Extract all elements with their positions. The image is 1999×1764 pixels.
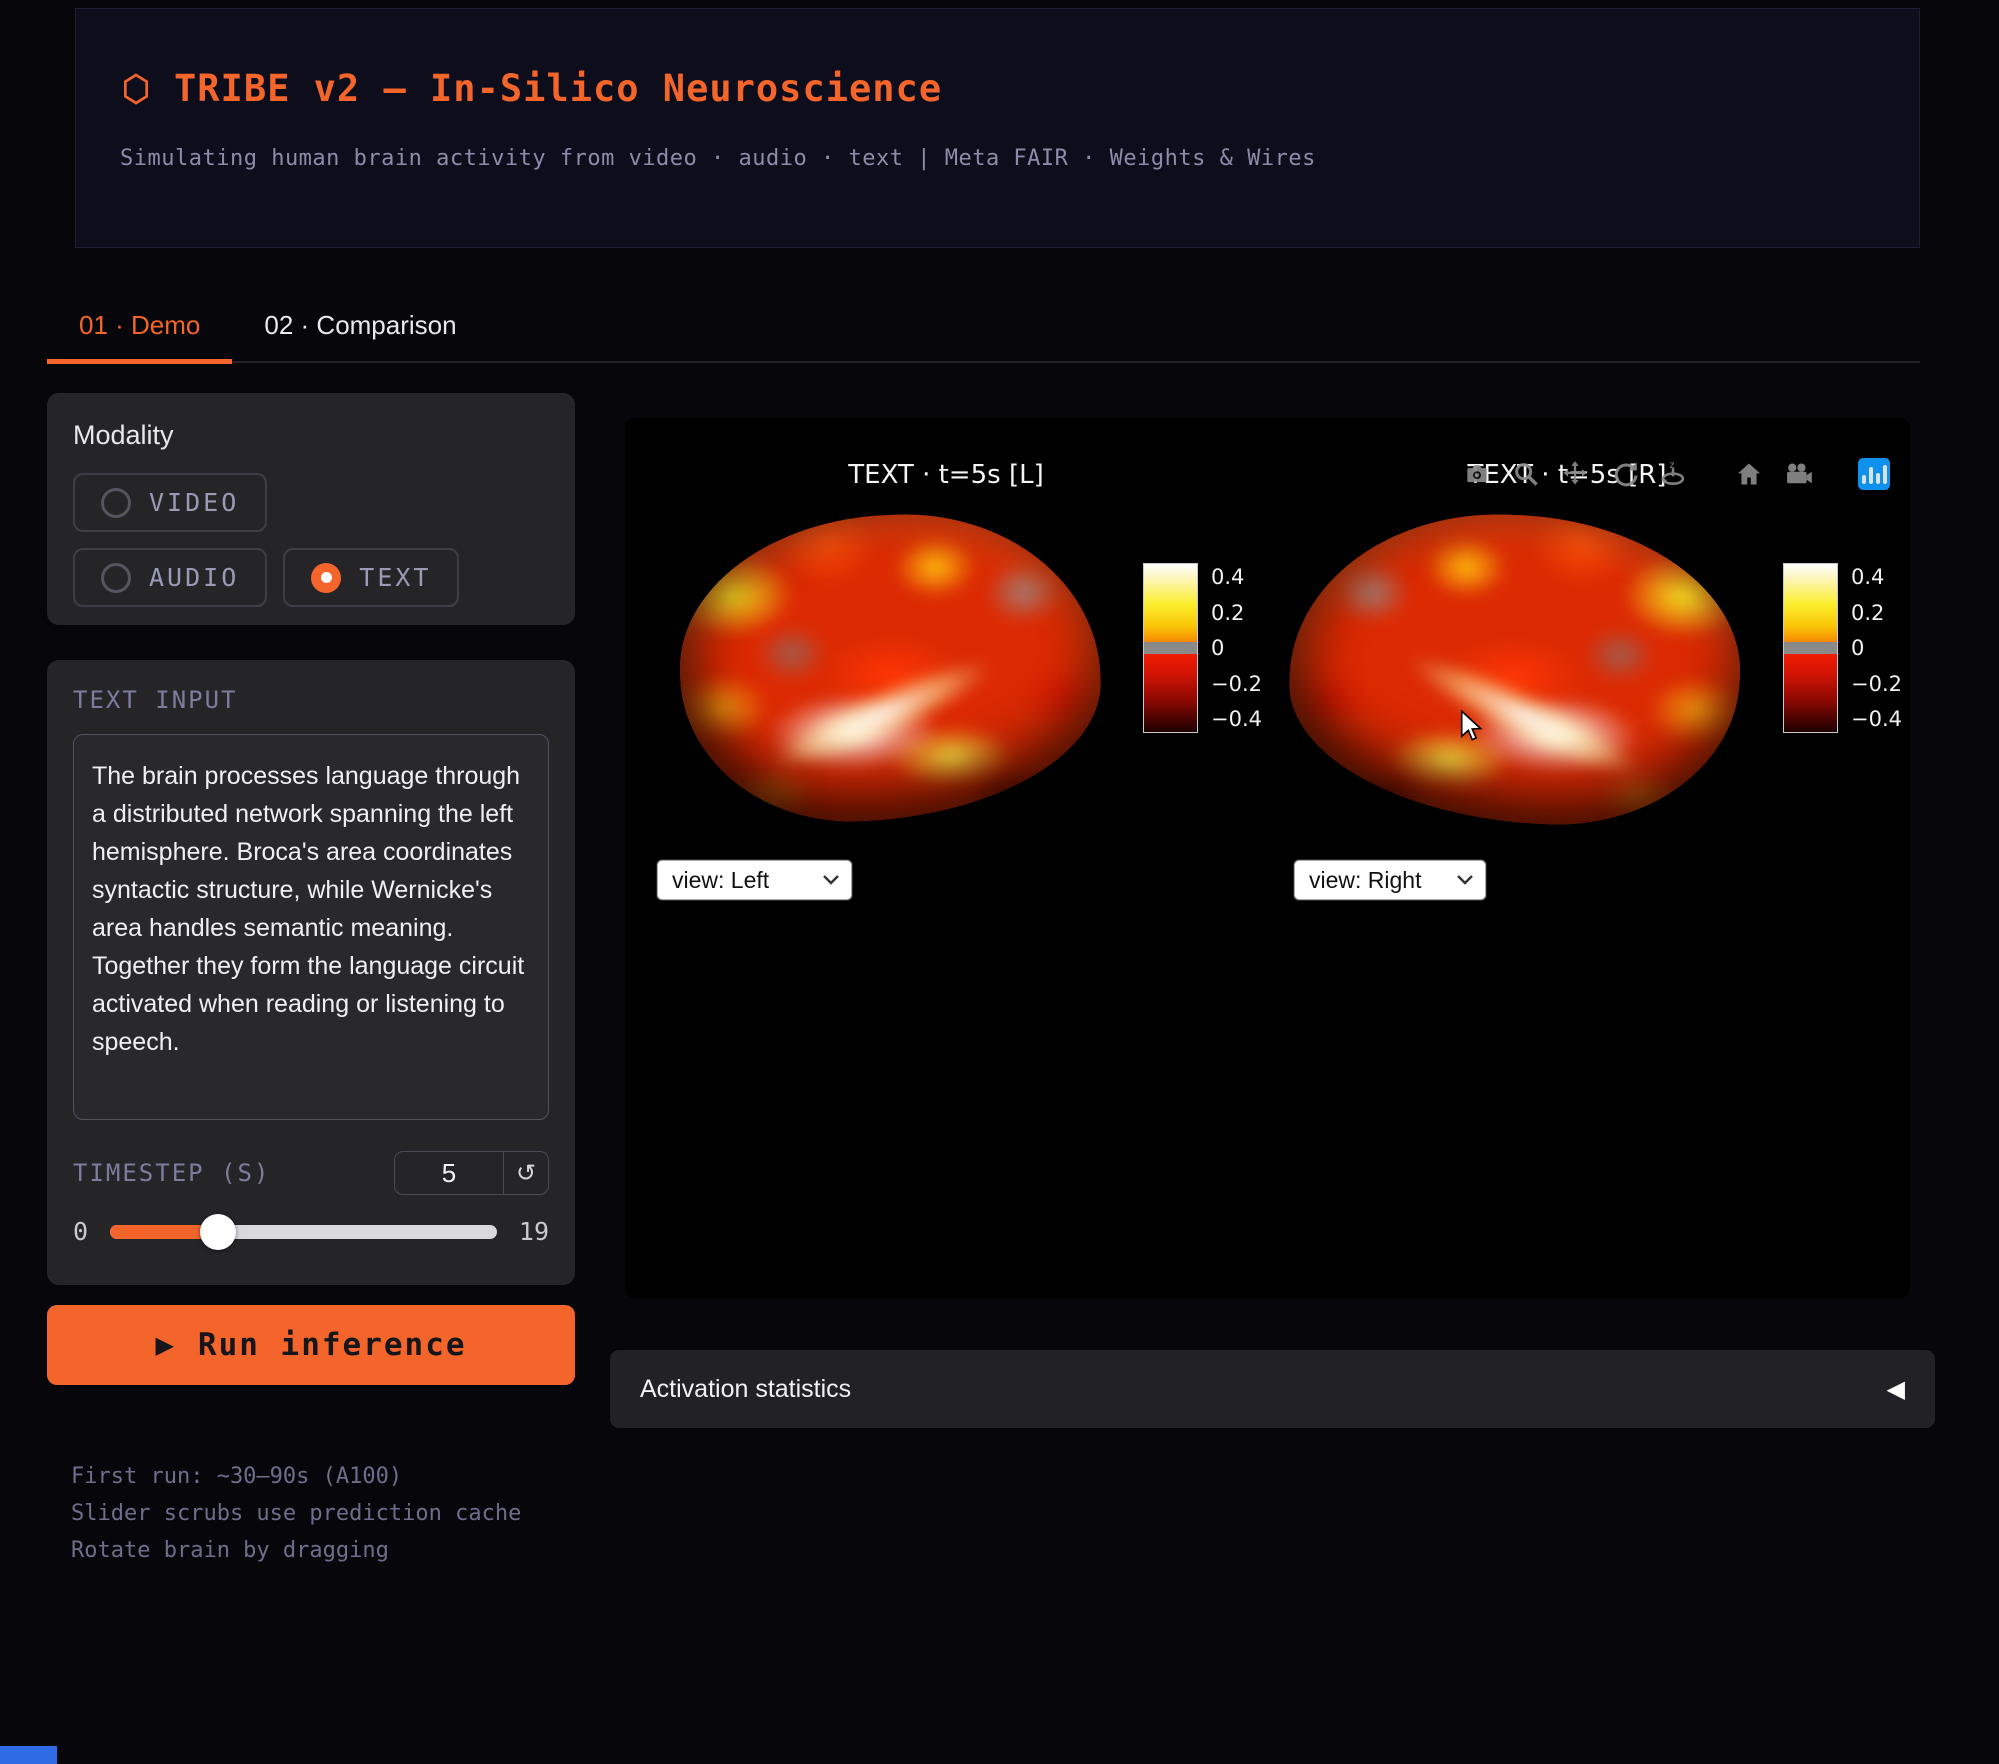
app-header: TRIBE v2 — In-Silico Neuroscience Simula…: [75, 8, 1920, 248]
tab-comparison[interactable]: 02 · Comparison: [264, 310, 457, 340]
modality-panel: Modality VIDEO AUDIO TEXT: [47, 393, 575, 625]
text-input-label: TEXT INPUT: [73, 686, 238, 714]
left-hemisphere-brain[interactable]: [675, 508, 1105, 827]
plotly-logo-icon[interactable]: [1858, 458, 1890, 490]
collapse-left-triangle-icon: ◀: [1886, 1375, 1905, 1403]
text-input-textarea[interactable]: The brain processes language through a d…: [73, 734, 549, 1120]
timestep-slider[interactable]: [110, 1213, 497, 1250]
chevron-down-icon: [1457, 875, 1473, 885]
modality-option-video[interactable]: VIDEO: [73, 473, 268, 532]
slider-fill: [110, 1224, 219, 1239]
text-option-label: TEXT: [359, 563, 432, 592]
accordion-label: Activation statistics: [640, 1374, 852, 1403]
mouse-cursor: [1460, 710, 1483, 741]
footnotes: First run: ~30–90s (A100) Slider scrubs …: [71, 1458, 521, 1569]
text-radio-selected-icon: [311, 562, 342, 593]
orbit-rotation-icon[interactable]: [1608, 458, 1640, 490]
tick-label: −0.4: [1851, 707, 1902, 731]
brain-shading: [675, 508, 1105, 827]
right-colorbar: [1783, 563, 1838, 733]
page-title: TRIBE v2 — In-Silico Neuroscience: [174, 67, 943, 110]
chevron-down-icon: [823, 875, 839, 885]
hexagon-logo-icon: [124, 72, 148, 105]
tick-label: 0.4: [1851, 565, 1885, 589]
pan-icon[interactable]: [1559, 458, 1591, 490]
modality-option-audio[interactable]: AUDIO: [73, 548, 268, 607]
timestep-label: TIMESTEP (S): [73, 1159, 271, 1187]
timestep-reset-button[interactable]: ↺: [503, 1152, 548, 1194]
bottom-left-blue-strip: [0, 1746, 57, 1764]
run-inference-label: Run inference: [197, 1327, 467, 1363]
play-icon: ▶: [155, 1331, 174, 1359]
timestep-input[interactable]: [395, 1152, 503, 1194]
zero-band: [1784, 642, 1837, 654]
reset-icon: ↺: [515, 1159, 537, 1187]
tick-label: 0.4: [1211, 565, 1245, 589]
video-radio-icon: [101, 487, 131, 518]
right-colorbar-ticks: 0.4 0.2 0 −0.2 −0.4: [1851, 565, 1902, 731]
tick-label: −0.4: [1211, 707, 1262, 731]
home-icon[interactable]: [1733, 458, 1765, 490]
video-option-label: VIDEO: [149, 488, 240, 517]
timestep-stepper: ↺: [394, 1151, 549, 1195]
turntable-rotation-icon[interactable]: z: [1657, 458, 1689, 490]
tick-label: −0.2: [1851, 671, 1902, 696]
camera-icon[interactable]: [1461, 458, 1493, 490]
tick-label: 0: [1851, 636, 1865, 660]
tab-demo[interactable]: 01 · Demo: [47, 300, 233, 364]
svg-text:z: z: [1670, 460, 1675, 471]
modality-option-text[interactable]: TEXT: [283, 548, 460, 607]
left-colorbar: [1143, 563, 1198, 733]
page-subtitle: Simulating human brain activity from vid…: [120, 146, 1316, 171]
view-right-select[interactable]: view: Right: [1294, 860, 1486, 900]
note-slider-cache: Slider scrubs use prediction cache: [71, 1501, 522, 1526]
tick-label: 0: [1211, 636, 1225, 660]
view-left-select[interactable]: view: Left: [657, 860, 852, 900]
note-rotate-brain: Rotate brain by dragging: [71, 1538, 389, 1563]
activation-statistics-accordion[interactable]: Activation statistics ◀: [610, 1350, 1935, 1428]
audio-option-label: AUDIO: [149, 563, 240, 592]
modality-title: Modality: [73, 420, 174, 450]
tick-label: −0.2: [1211, 671, 1262, 696]
brain-shading: [1285, 507, 1745, 831]
right-hemisphere-brain[interactable]: [1285, 507, 1745, 831]
brain-viewer: TEXT · t=5s [L] TEXT · t=5s [R] z: [625, 418, 1910, 1298]
text-input-panel: TEXT INPUT The brain processes language …: [47, 660, 575, 1285]
left-colorbar-ticks: 0.4 0.2 0 −0.2 −0.4: [1211, 565, 1262, 731]
slider-max-label: 19: [518, 1217, 549, 1246]
zero-band: [1144, 642, 1197, 654]
view-right-value: view: Right: [1309, 866, 1422, 893]
plot-modebar: z: [1461, 458, 1890, 490]
tick-label: 0.2: [1211, 600, 1245, 625]
tab-bar: 01 · Demo 02 · Comparison: [47, 300, 1920, 364]
run-inference-button[interactable]: ▶ Run inference: [47, 1305, 575, 1385]
zoom-icon[interactable]: [1510, 458, 1542, 490]
left-plot-title: TEXT · t=5s [L]: [848, 460, 1044, 490]
tick-label: 0.2: [1851, 600, 1885, 625]
audio-radio-icon: [101, 562, 131, 593]
slider-min-label: 0: [73, 1217, 89, 1246]
note-first-run: First run: ~30–90s (A100): [71, 1464, 403, 1489]
slider-thumb[interactable]: [200, 1213, 237, 1250]
video-camera-icon[interactable]: [1782, 458, 1814, 490]
view-left-value: view: Left: [672, 866, 770, 893]
